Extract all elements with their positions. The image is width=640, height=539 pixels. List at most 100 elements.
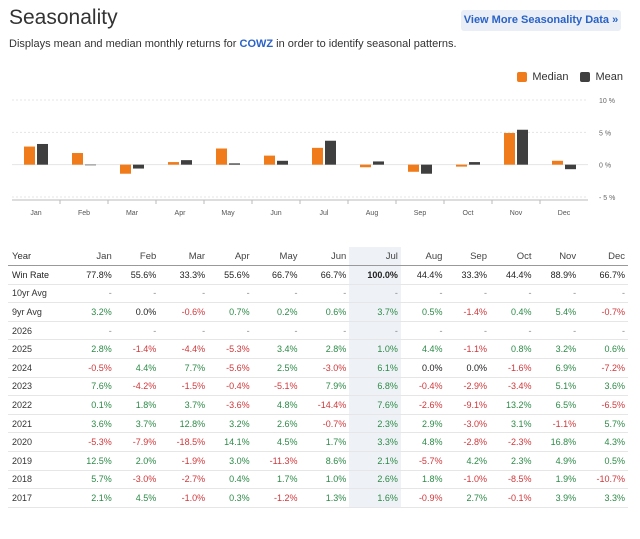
x-tick-label-may: May bbox=[221, 210, 235, 217]
table-cell: 7.9% bbox=[325, 381, 347, 392]
table-cell: -0.6% bbox=[181, 307, 206, 318]
table-header-row: Year Jan Feb Mar Apr May Jun Jul Aug Sep Oct Nov Dec bbox=[8, 247, 628, 266]
table-cell: 66.7% bbox=[599, 269, 625, 280]
column-header-nov: Nov bbox=[559, 250, 577, 262]
table-cell: -5.6% bbox=[226, 362, 250, 373]
bar-mean-jan[interactable] bbox=[37, 143, 48, 165]
row-label: 2022 bbox=[12, 400, 33, 411]
table-cell: 33.3% bbox=[461, 269, 487, 280]
table-cell: 3.3% bbox=[604, 493, 625, 504]
row-label: 2020 bbox=[12, 437, 33, 448]
legend-item-mean[interactable]: Mean bbox=[580, 71, 623, 83]
bar-median-mar[interactable] bbox=[120, 164, 131, 174]
table-cell: - bbox=[622, 288, 625, 299]
bar-mean-sep[interactable] bbox=[421, 164, 432, 174]
bar-median-sep[interactable] bbox=[408, 164, 419, 172]
table-cell: 0.8% bbox=[511, 344, 532, 355]
bar-median-dec[interactable] bbox=[552, 160, 563, 165]
table-cell: -2.6% bbox=[418, 400, 443, 411]
table-cell: 0.6% bbox=[604, 344, 625, 355]
view-more-seasonality-button[interactable]: View More Seasonality Data » bbox=[461, 10, 621, 31]
table-cell: 66.7% bbox=[320, 269, 347, 280]
row-label: 2023 bbox=[12, 381, 33, 392]
bar-median-feb[interactable] bbox=[72, 153, 83, 165]
table-cell: 1.3% bbox=[325, 493, 347, 504]
x-tick-label-aug: Aug bbox=[366, 210, 379, 217]
table-cell: 1.9% bbox=[555, 474, 577, 485]
table-cell: -1.9% bbox=[181, 455, 206, 466]
table-cell: -0.7% bbox=[322, 418, 347, 429]
table-row: 2018 5.7% -3.0% -2.7% 0.4% 1.7% 1.0% 2.6% 1.8% -1… bbox=[8, 470, 628, 489]
row-label: 10yr Avg bbox=[12, 288, 47, 299]
table-cell: 14.1% bbox=[224, 437, 250, 448]
bar-median-aug[interactable] bbox=[360, 164, 371, 168]
table-cell: - bbox=[246, 288, 250, 299]
table-row: 2023 7.6% -4.2% -1.5% -0.4% -5.1% 7.9% 6.8% -0.4… bbox=[8, 377, 628, 396]
bar-median-apr[interactable] bbox=[168, 162, 179, 165]
table-cell: -4.4% bbox=[181, 344, 206, 355]
table-cell: -2.3% bbox=[508, 437, 532, 448]
table-cell: 33.3% bbox=[179, 269, 206, 280]
ticker-link[interactable]: COWZ bbox=[239, 38, 274, 50]
table-cell: 77.8% bbox=[86, 269, 112, 280]
table-cell: 12.8% bbox=[179, 418, 206, 429]
table-cell: 12.5% bbox=[86, 455, 112, 466]
table-cell: -1.5% bbox=[181, 381, 206, 392]
bar-mean-oct[interactable] bbox=[469, 162, 480, 165]
bar-median-oct[interactable] bbox=[456, 164, 467, 167]
table-cell: 2.3% bbox=[349, 414, 401, 433]
bar-mean-mar[interactable] bbox=[133, 164, 144, 169]
table-cell: -11.3% bbox=[269, 455, 298, 466]
bar-mean-feb[interactable] bbox=[85, 164, 96, 166]
bar-median-jun[interactable] bbox=[264, 155, 275, 165]
bar-median-jul[interactable] bbox=[312, 147, 323, 165]
bar-mean-jul[interactable] bbox=[325, 140, 336, 165]
table-cell: -0.4% bbox=[226, 381, 250, 392]
description-text-after: in order to identify seasonal patterns. bbox=[273, 38, 457, 50]
table-cell: 2.6% bbox=[349, 470, 401, 489]
table-cell: 0.0% bbox=[466, 362, 487, 373]
table-cell: - bbox=[108, 288, 112, 299]
bar-median-jan[interactable] bbox=[24, 146, 35, 165]
table-cell: 0.5% bbox=[604, 455, 625, 466]
table-cell: -2.7% bbox=[181, 474, 206, 485]
bar-mean-may[interactable] bbox=[229, 163, 240, 165]
bar-median-nov[interactable] bbox=[504, 132, 515, 165]
table-cell: 6.5% bbox=[555, 400, 577, 411]
table-cell: - bbox=[294, 325, 298, 336]
table-cell: -5.7% bbox=[418, 455, 443, 466]
table-cell: 88.9% bbox=[550, 269, 577, 280]
bar-median-may[interactable] bbox=[216, 148, 227, 165]
row-label: 2017 bbox=[12, 493, 33, 504]
row-label: 2026 bbox=[12, 325, 33, 336]
table-cell: -7.2% bbox=[601, 362, 625, 373]
row-label: 2018 bbox=[12, 474, 33, 485]
bar-mean-nov[interactable] bbox=[517, 129, 528, 165]
bar-mean-jun[interactable] bbox=[277, 160, 288, 165]
column-header-sep: Sep bbox=[470, 250, 487, 262]
table-cell: - bbox=[349, 321, 401, 340]
table-cell: -1.6% bbox=[508, 362, 532, 373]
table-cell: -1.4% bbox=[132, 344, 157, 355]
table-cell: -9.1% bbox=[463, 400, 487, 411]
bar-mean-apr[interactable] bbox=[181, 160, 192, 165]
chart-legend: Median Mean bbox=[517, 71, 623, 83]
table-cell: - bbox=[343, 288, 347, 299]
table-cell: -1.1% bbox=[552, 418, 577, 429]
table-row: 2020 -5.3% -7.9% -18.5% 14.1% 4.5% 1.7% 3.3% 4.8… bbox=[8, 432, 628, 452]
table-cell: 5.7% bbox=[91, 474, 112, 485]
bar-mean-aug[interactable] bbox=[373, 161, 384, 165]
bar-mean-dec[interactable] bbox=[565, 164, 576, 170]
legend-item-median[interactable]: Median bbox=[517, 71, 568, 83]
table-cell: -3.4% bbox=[508, 381, 532, 392]
table-cell: 55.6% bbox=[130, 269, 157, 280]
table-cell: 66.7% bbox=[271, 269, 298, 280]
table-cell: -7.9% bbox=[132, 437, 157, 448]
table-cell: - bbox=[528, 288, 532, 299]
table-cell: 3.6% bbox=[91, 418, 112, 429]
table-cell: 1.0% bbox=[325, 474, 347, 485]
table-cell: 0.0% bbox=[135, 307, 157, 318]
column-header-aug: Aug bbox=[425, 250, 443, 262]
mean-swatch bbox=[580, 72, 591, 82]
table-cell: -18.5% bbox=[176, 437, 206, 448]
